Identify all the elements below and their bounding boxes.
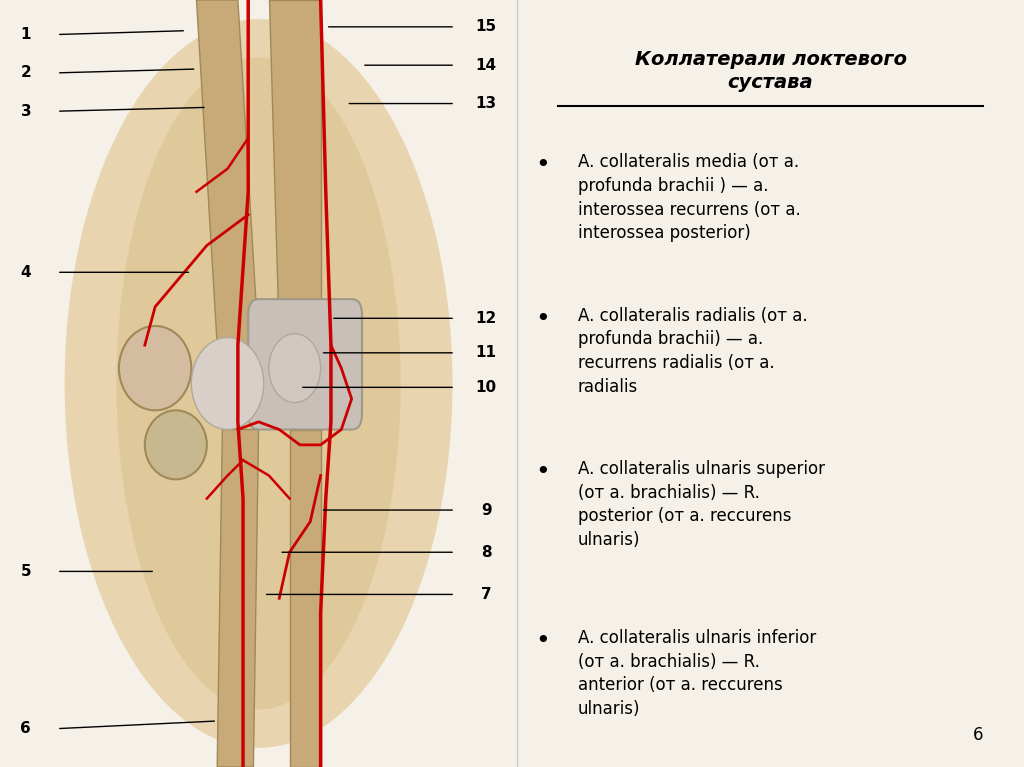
Text: •: • xyxy=(536,629,550,653)
Text: 14: 14 xyxy=(475,58,497,73)
Text: 15: 15 xyxy=(475,19,497,35)
Ellipse shape xyxy=(144,410,207,479)
Ellipse shape xyxy=(117,58,400,709)
Text: •: • xyxy=(536,460,550,484)
Polygon shape xyxy=(269,0,321,345)
Ellipse shape xyxy=(269,334,321,403)
Text: A. collateralis ulnaris superior
(от a. brachialis) — R.
posterior (от a. reccur: A. collateralis ulnaris superior (от a. … xyxy=(578,460,825,549)
Polygon shape xyxy=(197,0,258,345)
Ellipse shape xyxy=(119,326,191,410)
Ellipse shape xyxy=(191,337,264,430)
Text: 6: 6 xyxy=(20,721,31,736)
Text: A. collateralis radialis (от a.
profunda brachii) — a.
recurrens radialis (от a.: A. collateralis radialis (от a. profunda… xyxy=(578,307,808,396)
Polygon shape xyxy=(217,430,258,767)
Text: 4: 4 xyxy=(20,265,31,280)
Text: 3: 3 xyxy=(20,104,31,119)
Text: 1: 1 xyxy=(20,27,31,42)
Text: •: • xyxy=(536,307,550,331)
Text: A. collateralis ulnaris inferior
(от a. brachialis) — R.
anterior (от a. reccure: A. collateralis ulnaris inferior (от a. … xyxy=(578,629,816,718)
Ellipse shape xyxy=(65,19,453,748)
Text: 8: 8 xyxy=(481,545,492,560)
Text: Коллатерали локтевого
сустава: Коллатерали локтевого сустава xyxy=(635,50,906,92)
Text: 7: 7 xyxy=(481,587,492,602)
Text: 10: 10 xyxy=(475,380,497,395)
Text: 6: 6 xyxy=(973,726,983,744)
Polygon shape xyxy=(290,430,321,767)
Text: 13: 13 xyxy=(475,96,497,111)
Text: 9: 9 xyxy=(481,502,492,518)
Text: 2: 2 xyxy=(20,65,31,81)
FancyBboxPatch shape xyxy=(248,299,362,430)
Text: •: • xyxy=(536,153,550,177)
Text: 12: 12 xyxy=(475,311,497,326)
Text: 5: 5 xyxy=(20,564,31,579)
Text: 11: 11 xyxy=(475,345,497,360)
Text: A. collateralis media (от a.
profunda brachii ) — a.
interossea recurrens (от a.: A. collateralis media (от a. profunda br… xyxy=(578,153,801,242)
